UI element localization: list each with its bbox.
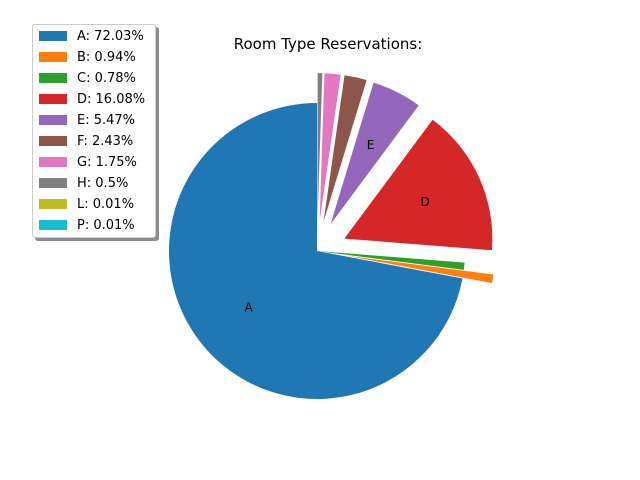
legend-swatch bbox=[39, 157, 67, 167]
pie-slice-c bbox=[317, 251, 465, 270]
legend-label: C: 0.78% bbox=[77, 70, 136, 86]
legend-swatch bbox=[39, 220, 67, 230]
legend-label: B: 0.94% bbox=[77, 49, 136, 65]
legend-label: H: 0.5% bbox=[77, 175, 129, 191]
pie-slice-f bbox=[323, 75, 367, 222]
legend-swatch bbox=[39, 94, 67, 104]
slice-label-e: E bbox=[367, 138, 375, 152]
legend-label: G: 1.75% bbox=[77, 154, 137, 170]
legend-item-p: P: 0.01% bbox=[39, 215, 135, 235]
legend: A: 72.03% B: 0.94% C: 0.78% D: 16.08% E: 5.4… bbox=[32, 24, 156, 238]
legend-swatch bbox=[39, 31, 67, 41]
pie-slice-h bbox=[317, 73, 323, 222]
slice-label-d: D bbox=[421, 195, 430, 209]
legend-swatch bbox=[39, 136, 67, 146]
legend-swatch bbox=[39, 73, 67, 83]
chart-title: Room Type Reservations: bbox=[234, 35, 423, 53]
pie-slice-g bbox=[319, 73, 341, 222]
legend-label: L: 0.01% bbox=[77, 196, 135, 212]
legend-item-a: A: 72.03% bbox=[39, 26, 144, 46]
legend-item-h: H: 0.5% bbox=[39, 173, 128, 193]
legend-label: P: 0.01% bbox=[77, 217, 135, 233]
slice-label-a: A bbox=[245, 301, 254, 315]
legend-label: A: 72.03% bbox=[77, 28, 144, 44]
pie-slice-a bbox=[169, 103, 463, 399]
legend-label: D: 16.08% bbox=[77, 91, 146, 107]
legend-item-g: G: 1.75% bbox=[39, 152, 137, 172]
legend-item-d: D: 16.08% bbox=[39, 89, 145, 109]
pie-slice-b bbox=[346, 255, 494, 284]
legend-swatch bbox=[39, 199, 67, 209]
legend-item-e: E: 5.47% bbox=[39, 110, 135, 130]
legend-swatch bbox=[39, 178, 67, 188]
pie-slice-d bbox=[344, 119, 493, 251]
legend-label: E: 5.47% bbox=[77, 112, 136, 128]
pie-labels: A D E bbox=[245, 138, 430, 315]
legend-swatch bbox=[39, 115, 67, 125]
pie-slices bbox=[169, 73, 494, 399]
legend-swatch bbox=[39, 52, 67, 62]
legend-label: F: 2.43% bbox=[77, 133, 134, 149]
legend-item-f: F: 2.43% bbox=[39, 131, 133, 151]
legend-item-b: B: 0.94% bbox=[39, 47, 136, 67]
legend-item-l: L: 0.01% bbox=[39, 194, 134, 214]
pie-slice-e bbox=[330, 82, 419, 225]
legend-item-c: C: 0.78% bbox=[39, 68, 136, 88]
